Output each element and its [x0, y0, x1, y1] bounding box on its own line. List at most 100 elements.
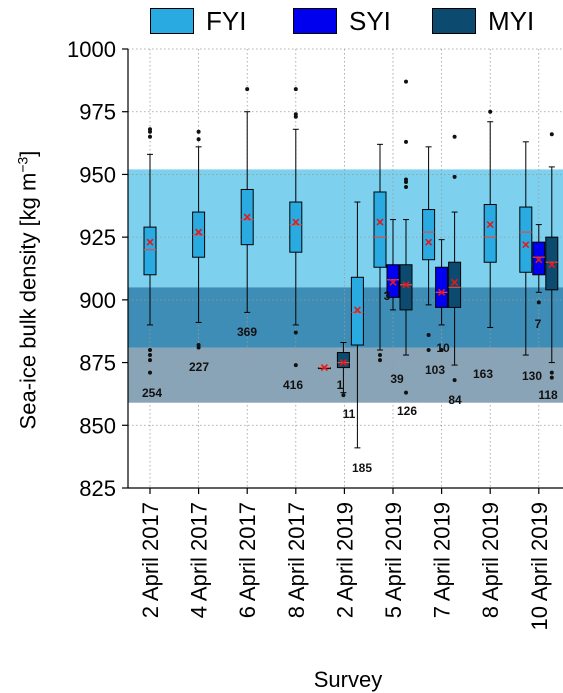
- mean-marker: [486, 221, 494, 229]
- x-tick-label: 5 April 2019: [381, 502, 406, 618]
- outlier-point: [426, 348, 431, 353]
- mean-marker: [146, 238, 154, 246]
- box-syi: [386, 219, 400, 311]
- outlier-point: [378, 353, 382, 358]
- mean-marker: [195, 228, 203, 236]
- outlier-point: [148, 134, 152, 139]
- sample-count-label: 227: [189, 360, 209, 374]
- box-body: [483, 204, 497, 263]
- box-fyi: [519, 141, 533, 356]
- outlier-point: [452, 174, 457, 179]
- sample-count-label: 11: [343, 407, 356, 421]
- sample-count-label: 369: [237, 325, 257, 339]
- box-fyi: [240, 87, 254, 313]
- box-fyi: [192, 129, 206, 350]
- y-tick-label: 850: [79, 413, 116, 438]
- mean-marker: [451, 278, 459, 286]
- outlier-point: [196, 345, 201, 350]
- sample-count-label: 185: [352, 461, 372, 475]
- legend-swatch-fyi: [150, 8, 194, 34]
- legend-label-fyi: FYI: [206, 6, 247, 36]
- box-fyi: [422, 146, 436, 353]
- x-tick-label: 6 April 2017: [235, 502, 260, 618]
- sample-count-label: 416: [283, 378, 303, 392]
- outlier-point: [426, 332, 431, 337]
- outlier-point: [341, 393, 346, 398]
- box-body: [373, 191, 387, 268]
- legend-swatch-myi: [432, 8, 476, 34]
- x-tick-label: 4 April 2017: [187, 502, 212, 618]
- sample-count-label: 163: [473, 367, 493, 381]
- mean-marker: [548, 261, 556, 269]
- box-body: [545, 236, 559, 291]
- sample-count-label: 126: [397, 404, 417, 418]
- y-tick-label: 875: [79, 351, 116, 376]
- legend-swatch-syi: [293, 8, 337, 34]
- box-body: [448, 261, 462, 308]
- sample-count-label: 7: [535, 317, 542, 331]
- outlier-point: [404, 139, 408, 144]
- x-tick-label: 7 April 2019: [430, 502, 455, 618]
- mean-marker: [389, 278, 397, 286]
- mean-marker: [438, 288, 446, 296]
- x-axis-title: Survey: [313, 667, 383, 692]
- y-tick-label: 925: [79, 225, 116, 250]
- outlier-point: [452, 378, 457, 383]
- mean-marker: [243, 213, 251, 221]
- box-myi: [399, 79, 413, 395]
- y-tick-label: 825: [79, 476, 116, 501]
- outlier-point: [293, 330, 298, 335]
- box-body: [350, 276, 364, 346]
- x-tick-label: 10 April 2019: [527, 502, 552, 630]
- outlier-point: [196, 137, 201, 142]
- box-syi: [435, 239, 449, 353]
- box-body: [532, 241, 546, 276]
- outlier-point: [404, 184, 408, 189]
- outlier-point: [536, 300, 541, 305]
- sample-count-label: 10: [436, 341, 450, 355]
- outlier-point: [452, 134, 457, 139]
- mean-marker: [402, 281, 410, 289]
- outlier-point: [148, 127, 152, 132]
- box-fyi: [143, 127, 157, 375]
- legend-label-myi: MYI: [488, 6, 535, 36]
- box-fyi: [483, 109, 497, 328]
- sample-count-label: 103: [425, 363, 445, 377]
- box-body: [422, 209, 436, 261]
- box-myi: [545, 132, 559, 380]
- outlier-point: [293, 87, 298, 92]
- box-myi: [448, 134, 462, 383]
- mean-marker: [320, 364, 328, 372]
- box-body: [289, 201, 303, 253]
- outlier-point: [404, 390, 408, 395]
- mean-marker: [292, 218, 300, 226]
- outlier-point: [404, 79, 408, 84]
- outlier-point: [148, 358, 152, 363]
- box-body: [336, 352, 350, 369]
- x-tick-label: 8 April 2019: [478, 502, 503, 618]
- box-body: [519, 206, 533, 273]
- outlier-point: [293, 112, 298, 117]
- sample-count-label: 130: [522, 369, 542, 383]
- mean-marker: [376, 218, 384, 226]
- chart-legend: FYI SYI MYI: [0, 4, 563, 38]
- y-tick-label: 1000: [67, 37, 116, 62]
- box-fyi: [373, 143, 387, 363]
- outlier-point: [196, 129, 201, 134]
- outlier-point: [439, 348, 444, 353]
- outlier-point: [404, 177, 408, 182]
- mean-marker: [353, 306, 361, 314]
- outlier-point: [148, 348, 152, 353]
- mean-marker: [522, 241, 530, 249]
- sample-count-label: 254: [142, 386, 162, 400]
- outlier-point: [293, 363, 298, 368]
- outlier-point: [148, 353, 152, 358]
- box-fyi: [289, 87, 303, 368]
- outlier-point: [549, 375, 554, 380]
- box-fyi: [350, 201, 364, 449]
- x-tick-label: 2 April 2017: [138, 502, 163, 618]
- box-syi: [532, 224, 546, 305]
- sample-count-label: 84: [448, 393, 462, 407]
- x-tick-label: 2 April 2019: [332, 502, 357, 618]
